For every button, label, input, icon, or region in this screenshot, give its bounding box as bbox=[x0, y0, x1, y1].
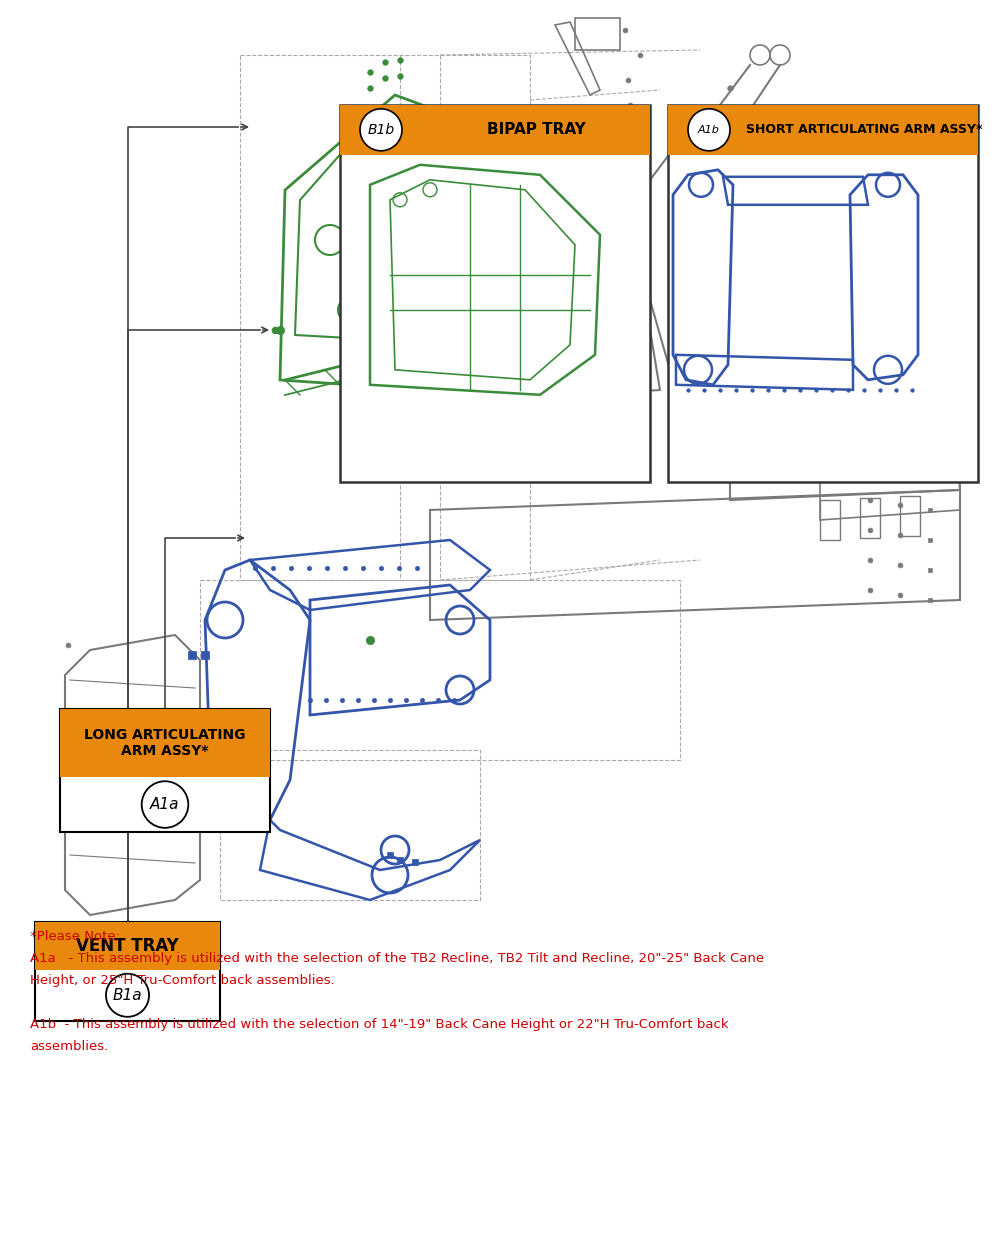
Bar bbox=[668, 105, 978, 155]
Text: A1a: A1a bbox=[150, 797, 180, 813]
Text: LONG ARTICULATING
ARM ASSY*: LONG ARTICULATING ARM ASSY* bbox=[84, 727, 246, 758]
Text: B1a: B1a bbox=[113, 988, 142, 1002]
Bar bbox=[35, 922, 220, 969]
Text: VENT TRAY: VENT TRAY bbox=[76, 937, 179, 954]
Circle shape bbox=[360, 109, 402, 150]
Text: B1b: B1b bbox=[367, 123, 395, 137]
Text: SHORT ARTICULATING ARM ASSY*: SHORT ARTICULATING ARM ASSY* bbox=[746, 123, 983, 137]
Text: assemblies.: assemblies. bbox=[30, 1039, 108, 1053]
Bar bbox=[340, 105, 650, 155]
Circle shape bbox=[106, 974, 149, 1017]
Bar bbox=[340, 105, 650, 482]
Bar bbox=[35, 922, 220, 1021]
Bar bbox=[668, 105, 978, 482]
Bar bbox=[60, 709, 270, 832]
Text: A1b  - This assembly is utilized with the selection of 14"-19" Back Cane Height : A1b - This assembly is utilized with the… bbox=[30, 1018, 729, 1031]
Text: *Please Note:: *Please Note: bbox=[30, 930, 120, 943]
Circle shape bbox=[142, 782, 188, 827]
Bar bbox=[60, 709, 270, 777]
Text: A1b: A1b bbox=[698, 125, 720, 134]
Text: Height, or 25"H Tru-Comfort back assemblies.: Height, or 25"H Tru-Comfort back assembl… bbox=[30, 974, 335, 986]
Circle shape bbox=[688, 109, 730, 150]
Text: BIPAP TRAY: BIPAP TRAY bbox=[487, 122, 586, 137]
Text: A1a   - This assembly is utilized with the selection of the TB2 Recline, TB2 Til: A1a - This assembly is utilized with the… bbox=[30, 952, 764, 965]
